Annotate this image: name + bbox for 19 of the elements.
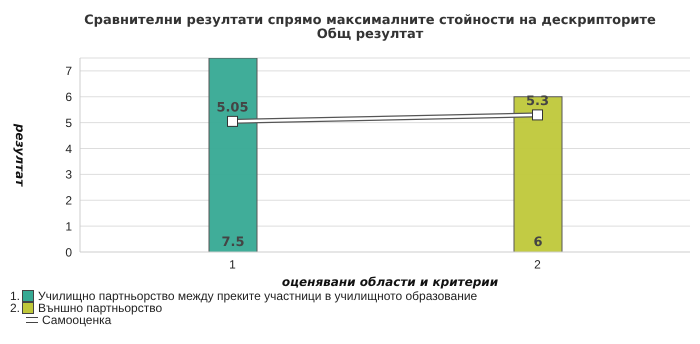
y-tick-label: 1 [65, 219, 72, 234]
data-label: 5.3 [526, 94, 550, 109]
chart-title: Сравнителни резултати спрямо максималните стойности на дескрипторите [83, 13, 657, 28]
text: 2. Външно партньорство [10, 301, 162, 315]
y-axis-title: резултат [12, 122, 27, 188]
y-tick-label: 0 [65, 245, 72, 260]
data-label: 5.05 [216, 100, 249, 116]
y-tick-label: 6 [65, 90, 72, 104]
y-tick-label: 2 [65, 194, 72, 208]
y-tick-label: 7 [65, 64, 72, 78]
legend-label: Самооценка [42, 313, 112, 327]
data-label: 7.5 [221, 235, 245, 250]
y-tick-label: 5 [65, 116, 72, 130]
chart-subtitle: Общ резултат [316, 27, 424, 42]
x-axis-title: оценявани области и критерии [280, 274, 500, 290]
data-label: 6 [533, 235, 543, 250]
text: 1. Училищно партньорство между преките участници в училищното образование [10, 289, 478, 303]
y-tick-label: 3 [65, 168, 72, 182]
y-tick-label: 4 [65, 142, 72, 156]
